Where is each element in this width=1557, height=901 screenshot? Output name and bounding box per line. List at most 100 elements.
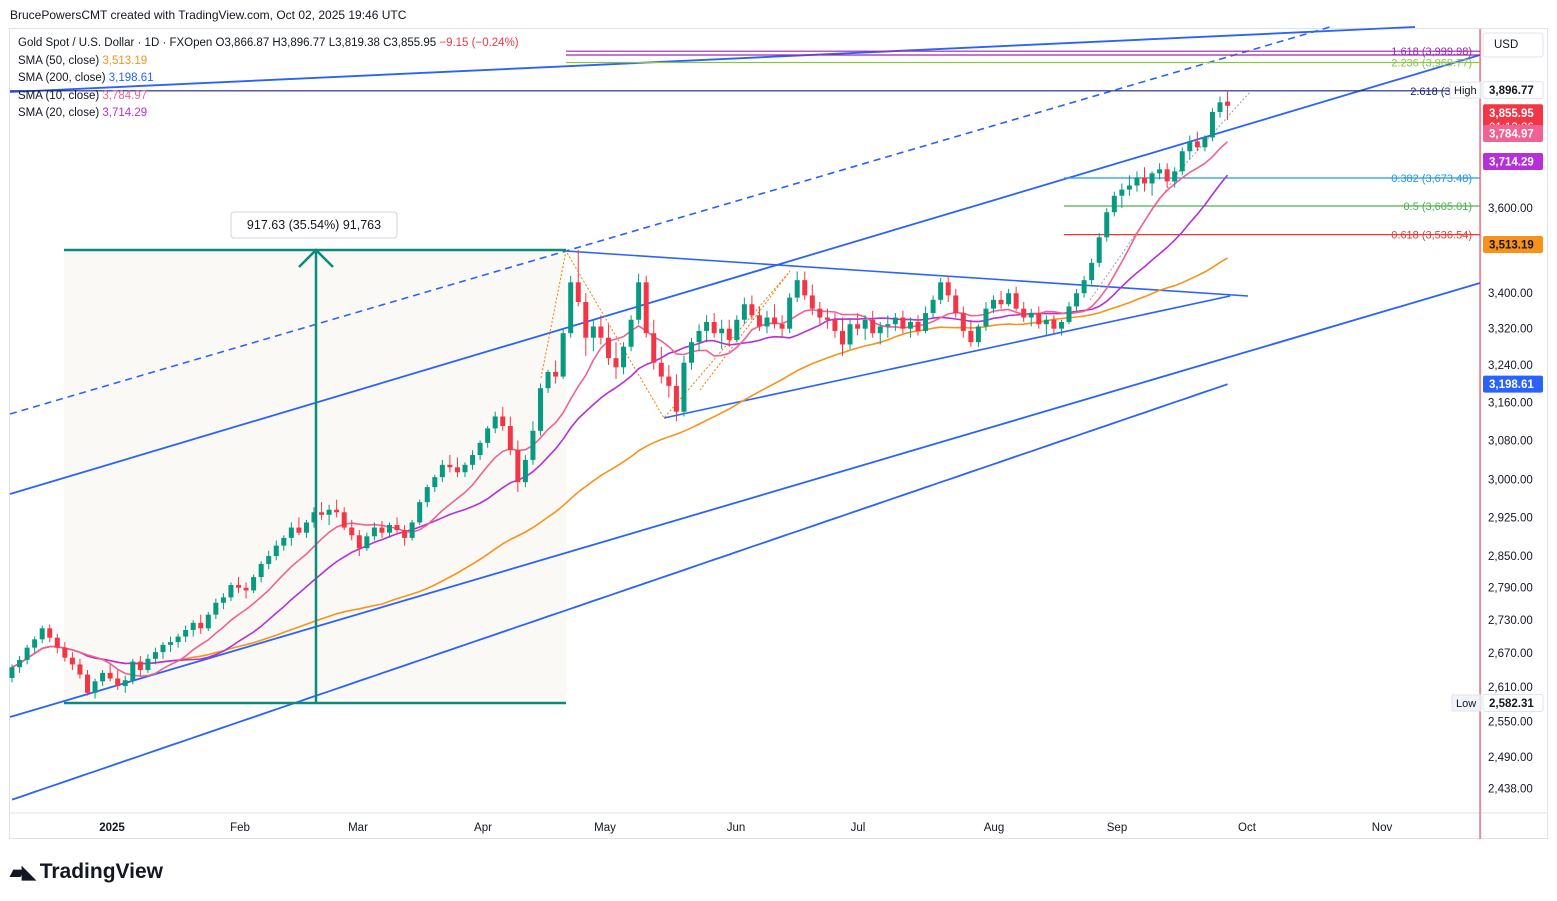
candle[interactable] [326,504,332,526]
candle[interactable] [1134,171,1140,192]
candle[interactable] [575,250,581,307]
candle[interactable] [1104,208,1110,242]
candle[interactable] [636,273,642,325]
candle[interactable] [598,315,604,345]
candle[interactable] [1149,171,1155,196]
legend-sma-20[interactable]: SMA (20, close) 3,714.29 [18,107,148,119]
candle[interactable] [160,642,166,659]
candle[interactable] [273,540,279,561]
candle[interactable] [379,520,385,538]
candle[interactable] [334,499,340,518]
candle[interactable] [983,302,989,331]
candle[interactable] [975,324,981,347]
candle[interactable] [115,670,121,690]
candle[interactable] [1081,275,1087,298]
candle[interactable] [371,522,377,541]
candle[interactable] [485,426,491,448]
candle[interactable] [32,636,38,654]
legend-sma-50[interactable]: SMA (50, close) 3,513.19 [18,54,148,67]
candle[interactable] [424,484,430,508]
candle[interactable] [560,328,566,379]
candle[interactable] [515,440,521,493]
candle[interactable] [1051,315,1057,334]
candle[interactable] [938,277,944,305]
candle[interactable] [190,620,196,637]
currency-button[interactable] [1482,32,1544,58]
candle[interactable] [152,647,158,665]
candle[interactable] [137,656,143,676]
candle[interactable] [1164,163,1170,188]
candle[interactable] [704,315,710,343]
candle[interactable] [538,383,543,436]
candle[interactable] [590,319,596,352]
candle[interactable] [220,593,226,610]
candle[interactable] [447,455,453,473]
candle[interactable] [258,561,264,583]
candle[interactable] [530,421,536,465]
candle[interactable] [251,574,257,594]
candle[interactable] [364,532,370,551]
candle[interactable] [122,675,128,693]
candle[interactable] [696,324,702,352]
candle[interactable] [1058,319,1064,336]
candle[interactable] [288,522,294,546]
candle[interactable] [764,310,770,334]
candle[interactable] [711,313,717,338]
candle[interactable] [1172,167,1178,188]
candle[interactable] [77,658,83,679]
candle[interactable] [281,535,287,551]
candle[interactable] [24,644,30,665]
candle[interactable] [1111,191,1117,217]
candle[interactable] [387,522,392,538]
candle[interactable] [462,462,468,478]
candle[interactable] [1157,163,1163,180]
candle[interactable] [568,275,574,338]
candle[interactable] [92,678,98,699]
candle[interactable] [213,598,219,620]
candle[interactable] [915,315,921,336]
candle[interactable] [628,315,634,352]
candle[interactable] [998,291,1004,309]
candle[interactable] [756,306,762,331]
candle[interactable] [62,642,68,662]
candle[interactable] [319,502,325,520]
candle[interactable] [794,271,800,303]
candle[interactable] [100,670,106,686]
candle[interactable] [1066,302,1072,325]
candle[interactable] [605,324,611,366]
candle[interactable] [1194,131,1200,152]
candle[interactable] [9,664,15,683]
candle[interactable] [885,315,891,338]
legend-sma-200[interactable]: SMA (200, close) 3,198.61 [18,72,154,84]
candle[interactable] [1225,90,1231,120]
candle[interactable] [47,624,53,643]
candle[interactable] [500,406,506,431]
candle[interactable] [847,319,853,350]
candle[interactable] [522,455,528,488]
candle[interactable] [953,288,959,318]
candle[interactable] [168,636,174,653]
candle[interactable] [681,355,687,417]
candle[interactable] [470,450,476,470]
candle[interactable] [69,652,75,671]
candle[interactable] [402,525,408,546]
candle[interactable] [1202,135,1208,152]
candle[interactable] [923,306,929,334]
candle[interactable] [772,304,778,329]
candle[interactable] [243,582,249,599]
candle[interactable] [991,295,996,314]
candle[interactable] [54,633,60,654]
candle[interactable] [1217,96,1223,118]
candle[interactable] [236,577,241,594]
candle[interactable] [205,611,211,632]
candle[interactable] [1096,233,1102,268]
candle[interactable] [1021,302,1027,322]
candle[interactable] [183,625,189,643]
candle[interactable] [356,530,362,557]
candle[interactable] [719,319,725,350]
candle[interactable] [545,369,551,393]
candle[interactable] [1013,286,1019,311]
candle[interactable] [175,633,181,648]
candle[interactable] [673,374,679,422]
